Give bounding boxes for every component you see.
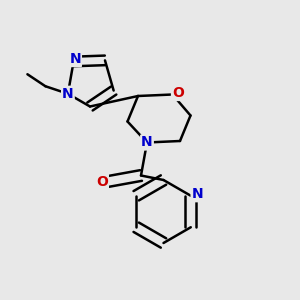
Text: N: N <box>62 87 74 101</box>
Text: O: O <box>96 175 108 188</box>
Text: N: N <box>192 187 203 201</box>
Text: O: O <box>172 86 184 100</box>
Text: N: N <box>69 52 81 66</box>
Text: N: N <box>141 136 153 149</box>
